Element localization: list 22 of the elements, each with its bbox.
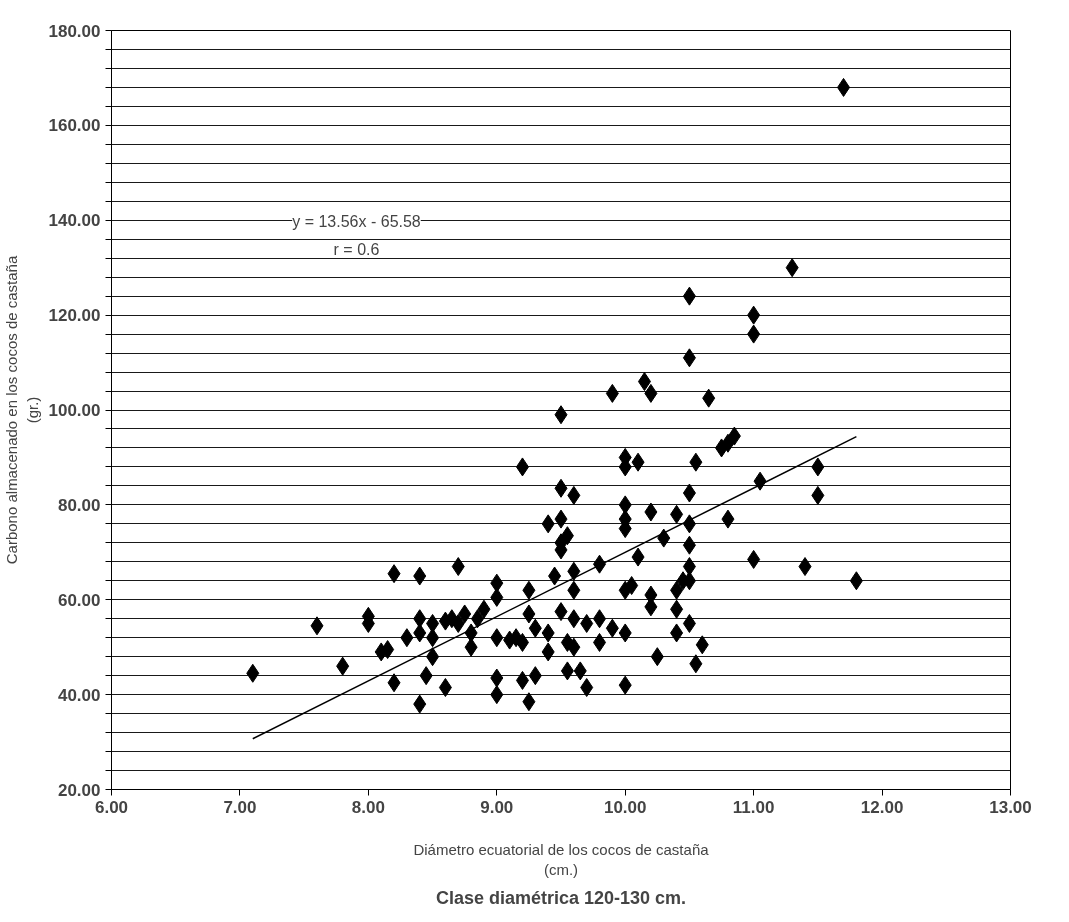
- x-tick-label: 13.00: [989, 797, 1032, 817]
- y-tick-label: 80.00: [57, 495, 101, 515]
- y-tick-label: 120.00: [48, 306, 101, 326]
- x-tick-label: 6.00: [94, 797, 129, 817]
- y-tick-label: 20.00: [57, 780, 101, 800]
- y-axis-title: Carbono almacenado en los cocos de castaña (gr.): [3, 255, 41, 565]
- x-tick-label: 8.00: [351, 797, 385, 817]
- x-tick-label: 10.00: [603, 797, 647, 817]
- y-tick-label: 140.00: [48, 211, 101, 231]
- y-tick-label: 160.00: [48, 116, 101, 136]
- y-tick-label: 100.00: [48, 401, 101, 420]
- x-tick-label: 12.00: [860, 797, 904, 817]
- y-tick-label: 60.00: [57, 590, 101, 610]
- x-tick-label: 9.00: [480, 797, 514, 817]
- annotation: r = 0.6: [333, 240, 380, 258]
- x-tick-label: 11.00: [732, 797, 775, 817]
- annotation: y = 13.56x - 65.58: [292, 212, 421, 230]
- y-tick-label: 180.00: [48, 21, 101, 41]
- y-tick-label: 40.00: [57, 685, 101, 705]
- x-axis-title: Diámetro ecuatorial de los cocos de castaña (cm.): [413, 840, 710, 878]
- text: Clase diamétrica 120-130 cm.: [435, 887, 687, 908]
- x-tick-label: 7.00: [223, 797, 257, 817]
